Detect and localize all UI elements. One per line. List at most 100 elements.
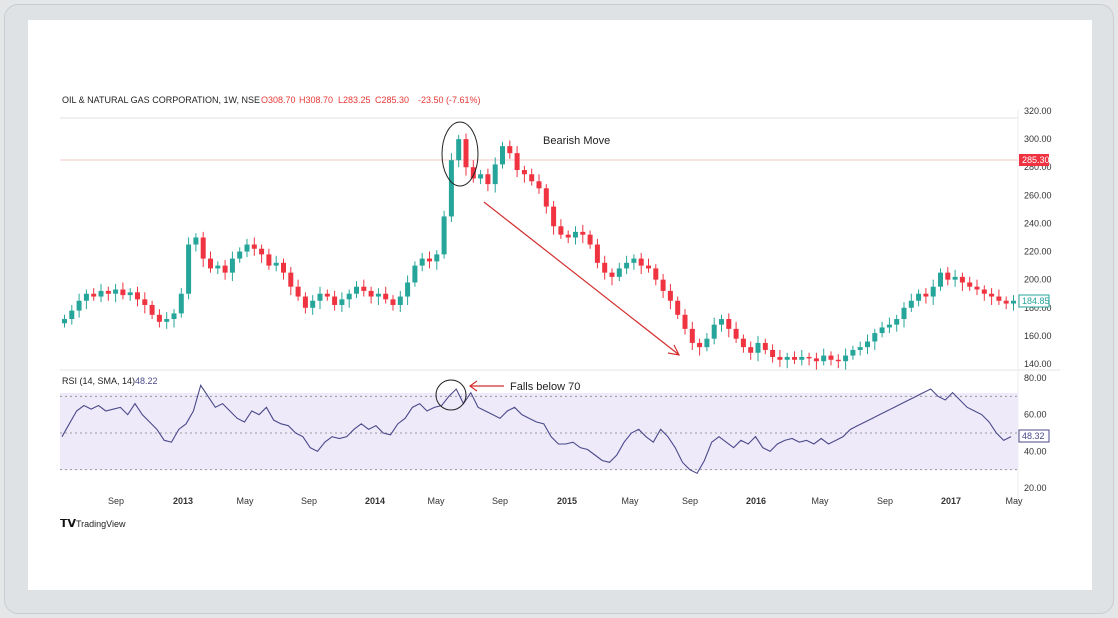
candle xyxy=(835,359,841,362)
x-axis-tick: May xyxy=(621,496,639,506)
candle xyxy=(908,300,914,308)
candle xyxy=(273,262,279,266)
candle xyxy=(704,338,710,348)
candle xyxy=(594,244,600,263)
candle xyxy=(229,258,235,273)
candle xyxy=(536,181,542,189)
x-axis-tick: Sep xyxy=(108,496,124,506)
candle xyxy=(383,293,389,300)
candle xyxy=(996,296,1002,301)
candle xyxy=(952,276,958,280)
price-axis-tick: 180.00 xyxy=(1024,303,1052,313)
candle xyxy=(616,268,622,277)
ohlc-change: -23.50 (-7.61%) xyxy=(418,95,481,105)
candle xyxy=(492,164,498,185)
candle xyxy=(142,299,148,305)
rsi-value: 48.22 xyxy=(135,376,158,386)
candle xyxy=(500,146,505,165)
candle xyxy=(127,292,133,296)
candle xyxy=(200,237,206,259)
candle xyxy=(843,355,849,362)
candle xyxy=(412,265,418,283)
candle xyxy=(813,358,819,362)
rsi-axis-tick: 40.00 xyxy=(1024,446,1047,456)
candle xyxy=(427,258,432,262)
candle xyxy=(485,174,491,185)
candle xyxy=(215,265,221,269)
candle xyxy=(434,254,440,262)
candle xyxy=(295,286,301,297)
candle xyxy=(740,338,746,348)
candle xyxy=(346,293,352,300)
candle xyxy=(551,206,557,227)
candle xyxy=(259,248,265,255)
x-axis-tick: 2015 xyxy=(557,496,577,506)
candle xyxy=(821,355,827,362)
candle xyxy=(448,160,454,217)
candle xyxy=(91,293,97,297)
bearish-move-label: Bearish Move xyxy=(543,135,610,147)
candle xyxy=(901,307,907,320)
candle xyxy=(719,319,724,325)
rsi-tag xyxy=(1018,429,1050,443)
brand-label: TradingView xyxy=(76,519,126,529)
candle xyxy=(573,231,578,238)
candle xyxy=(69,310,75,320)
tradingview-logo-icon: 𝗧𝗩 xyxy=(60,518,77,530)
arrowhead-icon xyxy=(667,344,681,356)
candle xyxy=(244,244,250,252)
rsi-band xyxy=(60,393,1018,470)
candle xyxy=(777,356,783,360)
candle xyxy=(529,174,535,182)
candle xyxy=(609,272,615,277)
candle xyxy=(967,282,973,287)
arrowhead-icon xyxy=(468,380,478,392)
chart-symbol: OIL & NATURAL GAS CORPORATION, 1W, NSE xyxy=(62,95,260,105)
candle xyxy=(755,342,761,353)
candle xyxy=(697,342,703,348)
candle xyxy=(806,356,812,359)
candle xyxy=(748,347,754,353)
candle xyxy=(850,349,856,356)
candle xyxy=(711,324,717,339)
candle xyxy=(894,319,900,325)
candle xyxy=(237,251,243,259)
candle xyxy=(186,244,192,294)
candle xyxy=(543,188,549,207)
candle xyxy=(959,276,965,283)
candle xyxy=(149,304,155,315)
x-axis-tick: 2013 xyxy=(173,496,193,506)
candle xyxy=(799,356,805,360)
candle xyxy=(521,170,527,175)
x-axis-tick: May xyxy=(236,496,254,506)
price-axis-tick: 220.00 xyxy=(1024,247,1052,257)
candle xyxy=(208,258,213,269)
ohlc-open: O308.70 xyxy=(261,95,296,105)
candle xyxy=(923,293,929,297)
candle xyxy=(463,139,469,168)
candle xyxy=(638,258,644,266)
candle xyxy=(565,234,571,238)
candle xyxy=(456,139,462,161)
candle xyxy=(938,272,943,287)
candle xyxy=(178,293,184,314)
candle xyxy=(332,296,338,305)
rsi-label: RSI (14, SMA, 14) xyxy=(62,376,135,386)
candle xyxy=(945,272,951,280)
candle xyxy=(507,146,513,154)
x-axis-tick: 2017 xyxy=(941,496,961,506)
candle xyxy=(361,286,367,291)
candle xyxy=(792,356,797,360)
price-axis-tick: 300.00 xyxy=(1024,134,1052,144)
chart-card xyxy=(28,20,1092,590)
candle xyxy=(62,319,67,324)
candle xyxy=(405,282,411,297)
candle xyxy=(784,356,790,360)
ohlc-high: H308.70 xyxy=(299,95,333,105)
candle xyxy=(317,293,323,301)
x-axis-tick: Sep xyxy=(682,496,698,506)
candle xyxy=(872,333,878,342)
candle xyxy=(156,314,162,322)
candle xyxy=(974,286,980,290)
